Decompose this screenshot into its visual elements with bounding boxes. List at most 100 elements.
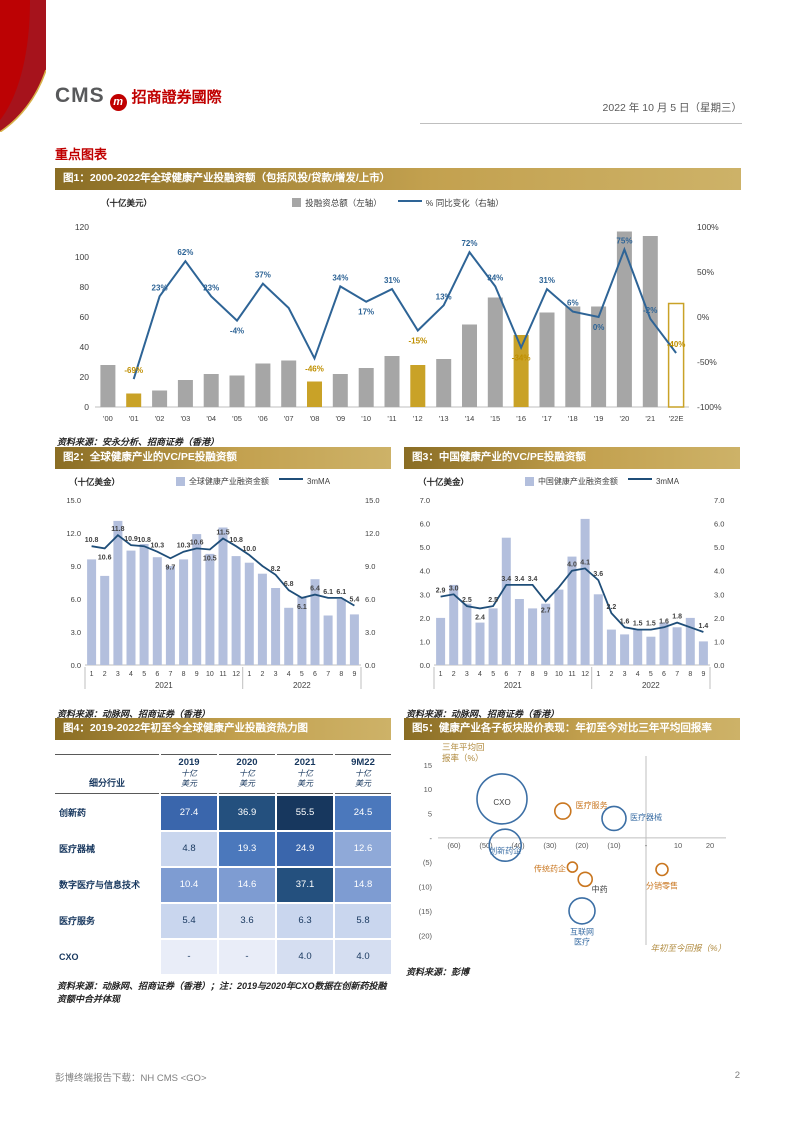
svg-text:医疗器械: 医疗器械 [630, 812, 662, 822]
heatmap-cell: - [219, 939, 275, 974]
svg-text:12: 12 [581, 671, 589, 678]
svg-text:5: 5 [428, 809, 432, 818]
svg-text:10.8: 10.8 [137, 537, 151, 544]
svg-text:6: 6 [662, 671, 666, 678]
svg-text:3.0: 3.0 [714, 590, 724, 599]
svg-text:2: 2 [103, 671, 107, 678]
svg-text:3.0: 3.0 [365, 628, 375, 637]
svg-text:'05: '05 [232, 414, 242, 423]
svg-text:1.6: 1.6 [620, 618, 630, 625]
svg-text:2.4: 2.4 [475, 614, 485, 621]
svg-text:1.4: 1.4 [699, 623, 709, 630]
svg-text:2.0: 2.0 [420, 613, 430, 622]
svg-text:9: 9 [352, 671, 356, 678]
figure-3-axis-unit: （十亿美金） [418, 476, 470, 487]
c2-axes: 0.0 0.0 3.0 3.0 6.0 6.0 9.0 9.0 12.0 12.0 15.0 15.0… [66, 496, 379, 690]
svg-text:7: 7 [517, 671, 521, 678]
heatmap-cell: 14.6 [219, 867, 275, 902]
heatmap-row-label: 医疗服务 [59, 916, 96, 927]
svg-text:10: 10 [674, 841, 682, 850]
figure-2-axis-unit: （十亿美金） [69, 476, 121, 487]
legend-label: % 同比变化（右轴） [425, 197, 504, 208]
svg-text:10.8: 10.8 [85, 537, 99, 544]
svg-text:100: 100 [75, 252, 89, 262]
svg-text:6: 6 [504, 671, 508, 678]
heatmap-cell: 37.1 [277, 867, 333, 902]
heatmap-col-header: 2019 十亿 美元 [161, 753, 217, 794]
svg-text:10: 10 [424, 785, 432, 794]
svg-text:3.4: 3.4 [515, 575, 525, 582]
line-legend-swatch [278, 478, 303, 481]
svg-text:1.0: 1.0 [420, 637, 430, 646]
svg-text:5: 5 [142, 671, 146, 678]
svg-text:-34%: -34% [512, 353, 531, 362]
legend-label: 3mMA [306, 476, 331, 486]
cms-logo-mark-icon: m [109, 93, 127, 111]
svg-text:互联网: 互联网 [570, 927, 594, 936]
heatmap-cell: 19.3 [219, 831, 275, 866]
heatmap-row-label: 数字医疗与信息技术 [59, 880, 141, 891]
cms-logo-text: CMS [55, 84, 105, 107]
svg-text:1: 1 [596, 671, 600, 678]
legend-item-bars: 投融资总额（左轴） [292, 197, 382, 209]
heatmap-cell: 10.4 [161, 867, 217, 902]
heatmap-cell: 4.0 [335, 939, 391, 974]
svg-text:34%: 34% [332, 273, 348, 282]
svg-text:6.1: 6.1 [323, 589, 333, 596]
svg-text:10.3: 10.3 [150, 542, 164, 549]
svg-text:0.0: 0.0 [365, 661, 375, 670]
svg-text:8: 8 [531, 671, 535, 678]
figure-3-chart-head: （十亿美金） 中国健康产业融资金额 3mMA [404, 472, 740, 492]
svg-text:12.0: 12.0 [365, 529, 380, 538]
svg-text:11.8: 11.8 [111, 526, 124, 533]
svg-text:2: 2 [452, 671, 456, 678]
legend-label: 3mMA [655, 476, 680, 486]
figure-1-axis-unit: （十亿美元） [101, 197, 153, 208]
svg-text:9.0: 9.0 [365, 562, 375, 571]
svg-text:5.4: 5.4 [350, 596, 360, 603]
svg-text:4.1: 4.1 [580, 559, 590, 566]
svg-text:13%: 13% [436, 292, 452, 301]
svg-text:0%: 0% [697, 312, 710, 322]
svg-text:-4%: -4% [230, 326, 244, 335]
svg-text:(5): (5) [423, 858, 433, 867]
svg-text:6.0: 6.0 [420, 519, 430, 528]
chart5-axes: (60) (50) (40) (30) (20) (10) - 10 20 15 10 5 - (5) (1… [419, 742, 726, 953]
figure-2-chart-head: （十亿美金） 全球健康产业融资金额 3mMA [55, 472, 391, 492]
svg-text:CXO: CXO [493, 798, 510, 807]
legend-item-line: % 同比变化（右轴） [397, 197, 504, 209]
section-title: 重点图表 [55, 147, 108, 162]
svg-text:分销零售: 分销零售 [646, 880, 678, 890]
page-footer: 彭博终端报告下载：NH CMS <GO> 2 [55, 1070, 740, 1084]
svg-text:3.0: 3.0 [71, 628, 81, 637]
svg-text:3: 3 [465, 671, 469, 678]
svg-text:8: 8 [182, 671, 186, 678]
chart-1-combo-chart: 0 20 40 60 80 100 120 100% 50% 0% -50% -100% '00 '01 '… [75, 222, 722, 423]
svg-text:15.0: 15.0 [365, 496, 380, 505]
heatmap-col-header: 9M22 十亿 美元 [335, 753, 391, 794]
svg-text:11: 11 [219, 671, 226, 678]
svg-text:3.6: 3.6 [593, 571, 603, 578]
svg-text:6.0: 6.0 [714, 519, 724, 528]
svg-text:1: 1 [247, 671, 251, 678]
c2-ma-line [91, 533, 355, 607]
svg-text:(15): (15) [419, 907, 433, 916]
svg-text:医疗: 医疗 [574, 936, 590, 946]
svg-text:(50): (50) [479, 841, 493, 850]
svg-text:'15: '15 [490, 414, 500, 423]
footer-note: 彭博终端报告下载：NH CMS <GO> [55, 1073, 207, 1084]
svg-text:9.7: 9.7 [166, 564, 176, 571]
figure-4-title-bar: 图4：2019-2022年初至今全球健康产业投融资热力图 [55, 718, 391, 740]
heatmap-row-label: CXO [59, 951, 79, 962]
svg-text:'17: '17 [542, 414, 552, 423]
svg-text:0.0: 0.0 [420, 661, 430, 670]
heatmap-col-header: 2021 十亿 美元 [277, 753, 333, 794]
chart1-yoy-line [132, 246, 677, 380]
svg-text:2: 2 [260, 671, 264, 678]
svg-text:37%: 37% [255, 270, 271, 279]
svg-text:34%: 34% [487, 273, 503, 282]
svg-text:-2%: -2% [643, 305, 657, 314]
svg-text:3: 3 [274, 671, 278, 678]
chart1-data-labels: -69% 23% 62% 23% -4% 37% -46% 34% 17% 31% -15% 13% 7… [124, 236, 685, 375]
